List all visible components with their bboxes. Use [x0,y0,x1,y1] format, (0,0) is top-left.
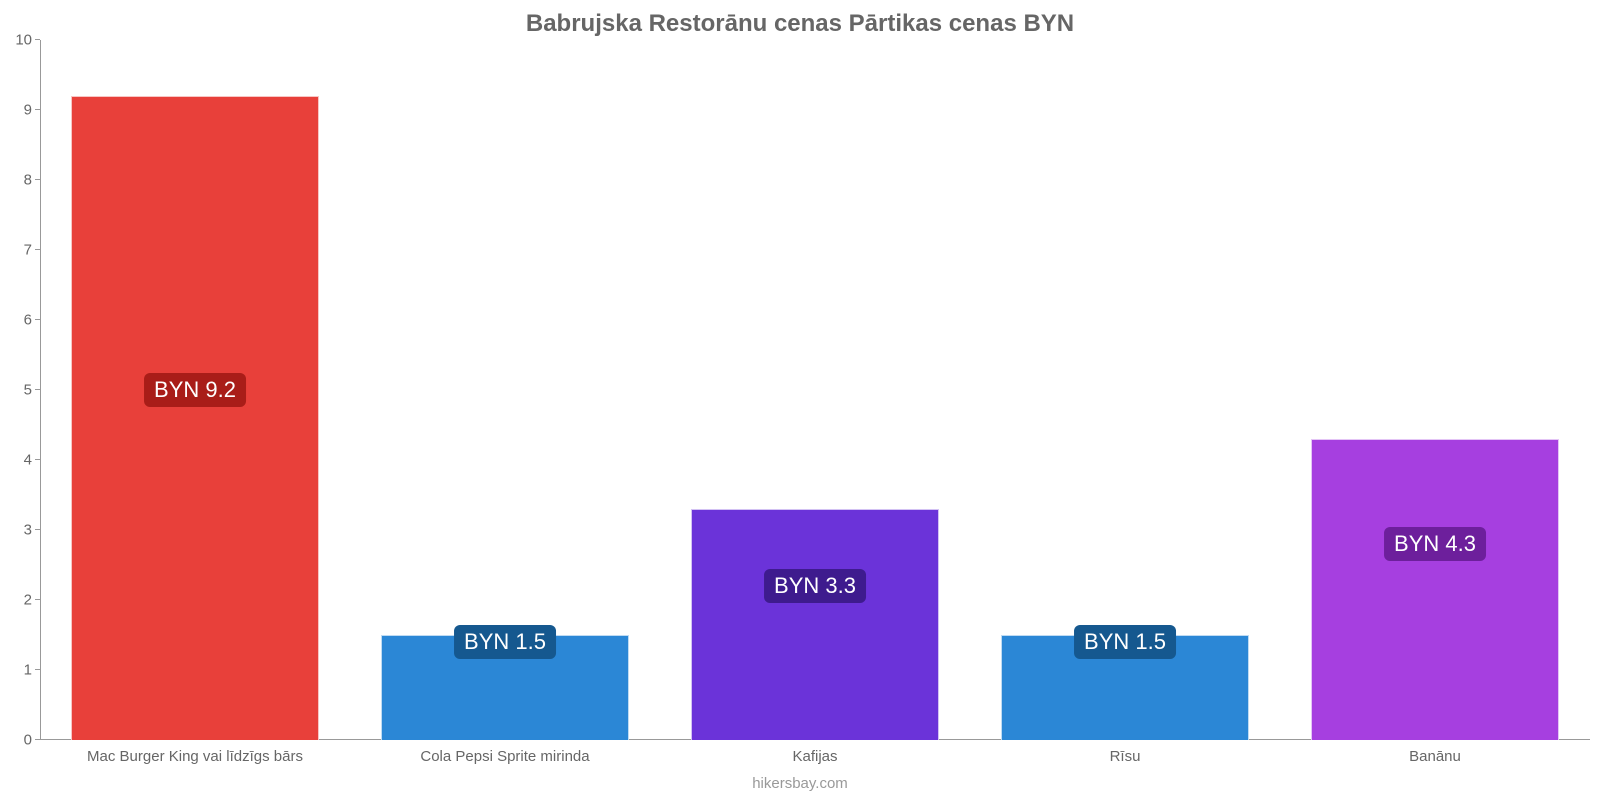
bar [71,96,319,740]
y-tick-mark [35,459,40,460]
bar-slot: BYN 4.3Banānu [1280,40,1590,740]
bar-slot: BYN 9.2Mac Burger King vai līdzīgs bārs [40,40,350,740]
bars-region: BYN 9.2Mac Burger King vai līdzīgs bārsB… [40,40,1590,740]
bar-value-label: BYN 4.3 [1384,527,1486,561]
y-tick-label: 5 [24,382,32,399]
y-tick-label: 6 [24,312,32,329]
bar-slot: BYN 3.3Kafijas [660,40,970,740]
bar-value-label: BYN 1.5 [454,625,556,659]
y-tick-label: 1 [24,662,32,679]
bar [691,509,939,740]
y-tick-mark [35,529,40,530]
x-tick-label: Rīsu [1110,748,1141,765]
y-tick-mark [35,39,40,40]
y-tick-mark [35,249,40,250]
y-tick-label: 10 [15,32,32,49]
bar-value-label: BYN 1.5 [1074,625,1176,659]
y-tick-label: 3 [24,522,32,539]
x-tick-label: Banānu [1409,748,1461,765]
chart-container: Babrujska Restorānu cenas Pārtikas cenas… [0,0,1600,800]
y-tick-mark [35,179,40,180]
y-tick-label: 0 [24,732,32,749]
bar-slot: BYN 1.5Cola Pepsi Sprite mirinda [350,40,660,740]
bar [1311,439,1559,740]
y-tick-mark [35,669,40,670]
chart-title: Babrujska Restorānu cenas Pārtikas cenas… [0,10,1600,38]
bar-value-label: BYN 3.3 [764,569,866,603]
plot-area: BYN 9.2Mac Burger King vai līdzīgs bārsB… [40,40,1590,740]
y-tick-label: 8 [24,172,32,189]
attribution: hikersbay.com [0,775,1600,792]
y-tick-label: 4 [24,452,32,469]
y-tick-label: 7 [24,242,32,259]
x-tick-label: Cola Pepsi Sprite mirinda [420,748,589,765]
y-tick-label: 2 [24,592,32,609]
y-tick-mark [35,109,40,110]
y-tick-label: 9 [24,102,32,119]
y-tick-mark [35,389,40,390]
x-tick-label: Kafijas [792,748,837,765]
y-tick-mark [35,319,40,320]
y-tick-mark [35,739,40,740]
bar-slot: BYN 1.5Rīsu [970,40,1280,740]
bar-value-label: BYN 9.2 [144,373,246,407]
y-tick-mark [35,599,40,600]
x-tick-label: Mac Burger King vai līdzīgs bārs [87,748,303,765]
